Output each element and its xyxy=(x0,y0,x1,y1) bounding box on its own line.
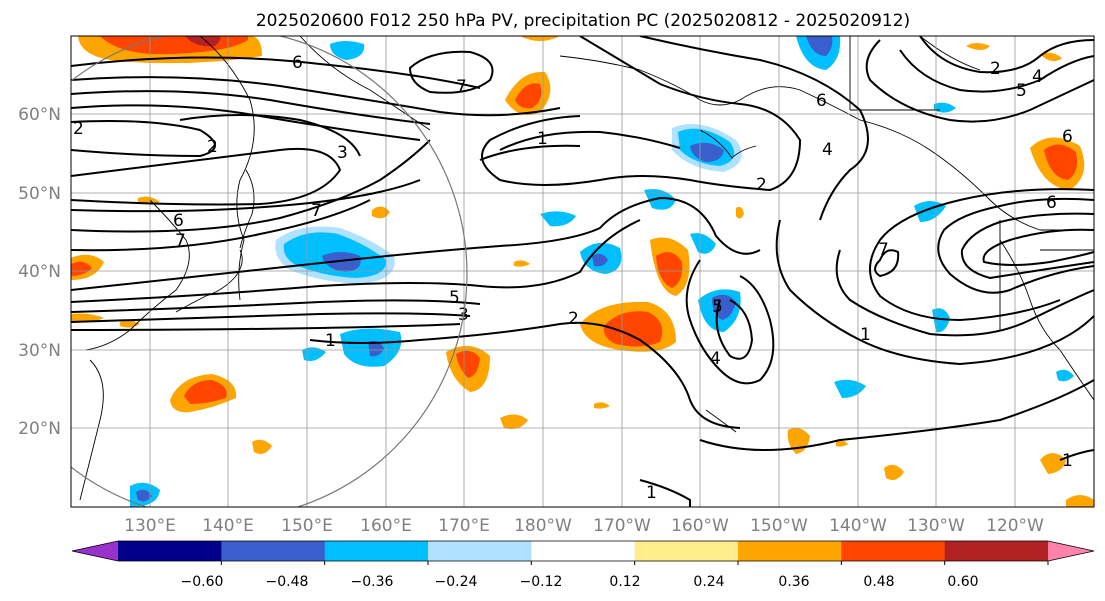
colorbar-segment xyxy=(118,541,222,561)
lon-label: 150°W xyxy=(750,516,808,536)
map-title: 2025020600 F012 250 hPa PV, precipitatio… xyxy=(256,11,910,31)
colorbar-segment xyxy=(944,541,1049,561)
colorbar-extend-min xyxy=(72,541,118,561)
colorbar-tick-label: −0.12 xyxy=(520,574,563,590)
contour-label: 6 xyxy=(292,53,303,73)
contour-label: 5 xyxy=(449,288,460,308)
contour-label: 1 xyxy=(860,325,871,345)
contour-label: 6 xyxy=(1062,127,1073,147)
colorbar-tick-label: 0.12 xyxy=(609,574,640,590)
contour-label: 7 xyxy=(456,77,467,97)
colorbar-tick-label: 0.36 xyxy=(778,574,809,590)
lat-label: 30°N xyxy=(18,341,61,361)
map-panel: 6 7 3 2 6 7 7 5 3 1 1 2 6 5 4 2 7 1 6 5 … xyxy=(71,36,1094,507)
precip-positive-fill xyxy=(71,36,1094,507)
precip-negative-fill xyxy=(130,36,1074,507)
colorbar-tick-label: −0.24 xyxy=(435,574,478,590)
colorbar-segment xyxy=(428,541,532,561)
contour-label: 4 xyxy=(710,349,721,369)
lon-label: 160°W xyxy=(671,516,729,536)
contour-label: 1 xyxy=(1062,451,1073,471)
contour-label: 3 xyxy=(337,143,348,163)
lon-label: 170°W xyxy=(593,516,651,536)
lon-label: 140°E xyxy=(202,516,254,536)
radius-circle xyxy=(71,36,468,507)
contour-label: 6 xyxy=(816,91,827,111)
colorbar-tick-label: −0.60 xyxy=(181,574,224,590)
lat-labels: 60°N 50°N 40°N 30°N 20°N xyxy=(18,105,61,439)
colorbar xyxy=(71,540,1095,565)
lon-label: 150°E xyxy=(281,516,333,536)
map-frame xyxy=(70,35,1095,508)
lon-label: 180°W xyxy=(514,516,572,536)
lon-label: 170°E xyxy=(438,516,490,536)
colorbar-tick-label: 0.48 xyxy=(863,574,894,590)
colorbar-segment xyxy=(634,541,739,561)
contour-label: 7 xyxy=(311,201,322,221)
lat-label: 20°N xyxy=(18,419,61,439)
pv-contours xyxy=(71,36,1094,507)
colorbar-outline xyxy=(71,540,1095,562)
contour-label: 2 xyxy=(73,119,84,139)
colorbar-labels: −0.60 −0.48 −0.36 −0.24 −0.12 0.12 0.24 … xyxy=(181,574,979,590)
colorbar-segment xyxy=(531,541,636,561)
contour-label: 4 xyxy=(822,140,833,160)
contour-label-group: 6 7 3 2 6 7 7 5 3 1 1 2 6 5 4 2 7 1 6 5 … xyxy=(73,53,1073,503)
colorbar-extend-max xyxy=(1048,541,1094,561)
lat-label: 40°N xyxy=(18,262,61,282)
colorbar-tick-label: −0.48 xyxy=(266,574,309,590)
colorbar-tick-label: 0.60 xyxy=(947,574,978,590)
contour-label: 1 xyxy=(646,483,657,503)
contour-label: 4 xyxy=(1032,67,1043,87)
contour-label: 1 xyxy=(537,129,548,149)
lat-label: 50°N xyxy=(18,184,61,204)
contour-label: 2 xyxy=(990,59,1001,79)
contour-label: 1 xyxy=(325,331,336,351)
colorbar-segment xyxy=(738,541,842,561)
contour-label: 2 xyxy=(207,137,218,157)
graticule xyxy=(71,36,1094,507)
contour-label: 2 xyxy=(756,175,767,195)
contour-label: 7 xyxy=(175,231,186,251)
colorbar-segment xyxy=(841,541,946,561)
colorbar-segment xyxy=(324,541,429,561)
contour-label: 5 xyxy=(712,297,723,317)
contour-label: 7 xyxy=(878,240,889,260)
contour-label: 5 xyxy=(1016,81,1027,101)
contour-label: 6 xyxy=(173,211,184,231)
lat-label: 60°N xyxy=(18,105,61,125)
lon-labels: 130°E 140°E 150°E 160°E 170°E 180°W 170°… xyxy=(124,516,1044,536)
lon-label: 120°W xyxy=(986,516,1044,536)
contour-label: 2 xyxy=(568,309,579,329)
lon-label: 140°W xyxy=(829,516,887,536)
colorbar-tick-label: −0.36 xyxy=(351,574,394,590)
colorbar-tick-label: 0.24 xyxy=(693,574,724,590)
contour-label: 6 xyxy=(1046,193,1057,213)
lon-label: 160°E xyxy=(360,516,412,536)
lon-label: 130°E xyxy=(124,516,176,536)
lon-label: 130°W xyxy=(907,516,965,536)
colorbar-segment xyxy=(221,541,326,561)
